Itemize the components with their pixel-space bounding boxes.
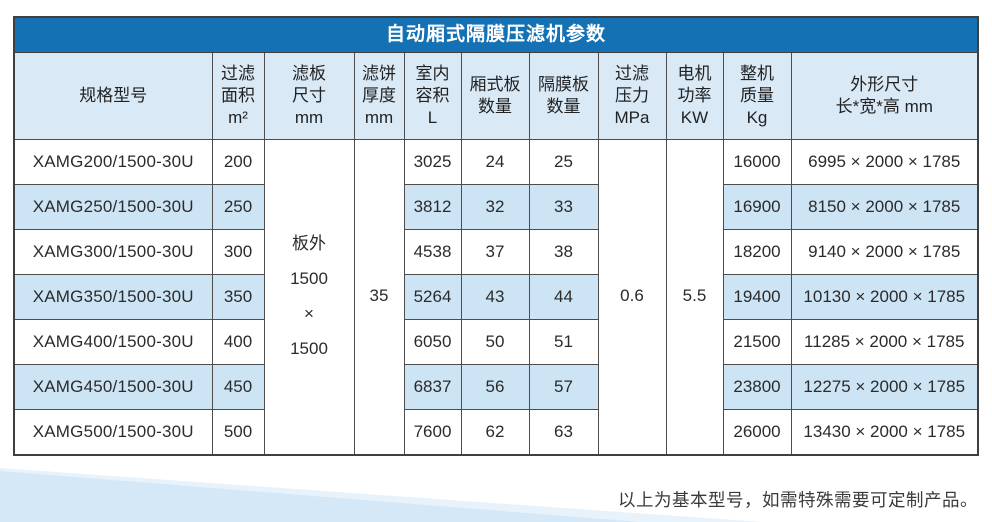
cell-chamber-volume: 3812 xyxy=(403,184,462,230)
cell-model: XAMG250/1500-30U xyxy=(13,184,213,230)
column-header-motor-power: 电机 功率 KW xyxy=(665,52,724,140)
cell-model: XAMG450/1500-30U xyxy=(13,364,213,410)
cell-machine-weight: 18200 xyxy=(722,229,792,275)
cell-dimensions: 9140 × 2000 × 1785 xyxy=(790,229,979,275)
cell-filter-area: 350 xyxy=(211,274,265,320)
column-header-filter-pressure: 过滤 压力 MPa xyxy=(597,52,667,140)
column-header-chamber-plate-count: 厢式板 数量 xyxy=(460,52,530,140)
cell-chamber-plate-count: 62 xyxy=(460,409,530,455)
table-row: XAMG450/1500-30U 450 6837 56 57 23800 12275 × … xyxy=(13,364,979,410)
cell-diaphragm-plate-count: 44 xyxy=(528,274,599,320)
cell-filter-area: 200 xyxy=(211,139,265,185)
cell-filter-area: 250 xyxy=(211,184,265,230)
footer-note: 以上为基本型号，如需特殊需要可定制产品。 xyxy=(618,490,978,510)
cell-chamber-volume: 6050 xyxy=(403,319,462,365)
cell-machine-weight: 26000 xyxy=(722,409,792,455)
cell-dimensions: 13430 × 2000 × 1785 xyxy=(790,409,979,455)
cell-dimensions: 11285 × 2000 × 1785 xyxy=(790,319,979,365)
cell-chamber-plate-count: 56 xyxy=(460,364,530,410)
cell-diaphragm-plate-count: 51 xyxy=(528,319,599,365)
cell-diaphragm-plate-count: 38 xyxy=(528,229,599,275)
table-body: XAMG200/1500-30U 200 板外 1500 × 1500 35 3025 24 25… xyxy=(13,139,979,455)
cell-filter-area: 450 xyxy=(211,364,265,410)
cell-machine-weight: 19400 xyxy=(722,274,792,320)
table-row: XAMG250/1500-30U 250 3812 32 33 16900 8150 × 2… xyxy=(13,184,979,230)
column-header-model: 规格型号 xyxy=(13,52,213,140)
cell-diaphragm-plate-count: 57 xyxy=(528,364,599,410)
table-row: XAMG300/1500-30U 300 4538 37 38 18200 9140 × 2… xyxy=(13,229,979,275)
table-header-row: 规格型号 过滤 面积 m² 滤板 尺寸 mm 滤饼 厚度 mm 室内 容积 L 厢式板 数量 隔膜板 数量 过滤压… xyxy=(13,52,979,140)
cell-machine-weight: 16000 xyxy=(722,139,792,185)
cell-chamber-volume: 6837 xyxy=(403,364,462,410)
table-row: XAMG400/1500-30U 400 6050 50 51 21500 11285 × … xyxy=(13,319,979,365)
table-row: XAMG500/1500-30U 500 7600 62 63 26000 13430 × … xyxy=(13,409,979,455)
column-header-dimensions: 外形尺寸 长*宽*高 mm xyxy=(790,52,979,140)
cell-plate-size: 板外 1500 × 1500 xyxy=(263,139,355,455)
cell-cake-thickness: 35 xyxy=(353,139,405,455)
cell-diaphragm-plate-count: 25 xyxy=(528,139,599,185)
cell-model: XAMG350/1500-30U xyxy=(13,274,213,320)
cell-chamber-volume: 3025 xyxy=(403,139,462,185)
cell-dimensions: 10130 × 2000 × 1785 xyxy=(790,274,979,320)
cell-filter-area: 300 xyxy=(211,229,265,275)
cell-filter-area: 500 xyxy=(211,409,265,455)
cell-chamber-plate-count: 50 xyxy=(460,319,530,365)
column-header-plate-size: 滤板 尺寸 mm xyxy=(263,52,355,140)
cell-dimensions: 6995 × 2000 × 1785 xyxy=(790,139,979,185)
cell-model: XAMG200/1500-30U xyxy=(13,139,213,185)
cell-filter-pressure: 0.6 xyxy=(597,139,667,455)
cell-chamber-volume: 4538 xyxy=(403,229,462,275)
cell-diaphragm-plate-count: 33 xyxy=(528,184,599,230)
decorative-wedge-main xyxy=(0,471,640,522)
cell-filter-area: 400 xyxy=(211,319,265,365)
cell-chamber-plate-count: 24 xyxy=(460,139,530,185)
cell-machine-weight: 21500 xyxy=(722,319,792,365)
spec-table: 自动厢式隔膜压滤机参数 规格型号 过滤 面积 m² 滤板 尺寸 mm 滤饼 厚度 mm 室内 容积 L 厢… xyxy=(13,16,979,456)
cell-chamber-plate-count: 32 xyxy=(460,184,530,230)
cell-model: XAMG500/1500-30U xyxy=(13,409,213,455)
cell-chamber-plate-count: 43 xyxy=(460,274,530,320)
column-header-chamber-volume: 室内 容积 L xyxy=(403,52,462,140)
table-title-row: 自动厢式隔膜压滤机参数 xyxy=(13,16,979,53)
column-header-filter-area: 过滤 面积 m² xyxy=(211,52,265,140)
cell-model: XAMG400/1500-30U xyxy=(13,319,213,365)
cell-model: XAMG300/1500-30U xyxy=(13,229,213,275)
table-row: XAMG350/1500-30U 350 5264 43 44 19400 10130 × … xyxy=(13,274,979,320)
cell-motor-power: 5.5 xyxy=(665,139,724,455)
cell-chamber-plate-count: 37 xyxy=(460,229,530,275)
table-head: 自动厢式隔膜压滤机参数 规格型号 过滤 面积 m² 滤板 尺寸 mm 滤饼 厚度 mm 室内 容积 L 厢… xyxy=(13,16,979,140)
table-row: XAMG200/1500-30U 200 板外 1500 × 1500 35 3025 24 25… xyxy=(13,139,979,455)
column-header-machine-weight: 整机 质量 Kg xyxy=(722,52,792,140)
table-title: 自动厢式隔膜压滤机参数 xyxy=(13,16,979,53)
column-header-cake-thickness: 滤饼 厚度 mm xyxy=(353,52,405,140)
cell-diaphragm-plate-count: 63 xyxy=(528,409,599,455)
cell-chamber-volume: 7600 xyxy=(403,409,462,455)
column-header-diaphragm-plate-count: 隔膜板 数量 xyxy=(528,52,599,140)
cell-machine-weight: 23800 xyxy=(722,364,792,410)
cell-machine-weight: 16900 xyxy=(722,184,792,230)
cell-dimensions: 12275 × 2000 × 1785 xyxy=(790,364,979,410)
cell-chamber-volume: 5264 xyxy=(403,274,462,320)
cell-dimensions: 8150 × 2000 × 1785 xyxy=(790,184,979,230)
